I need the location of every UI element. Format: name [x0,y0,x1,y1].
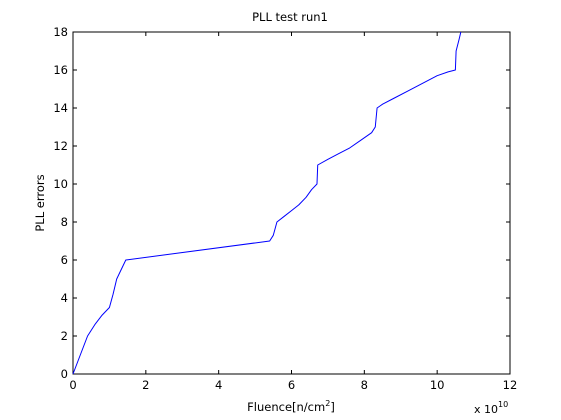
x-axis-tick-labels: 0 2 4 6 8 10 12 [69,378,517,392]
plot-area [72,31,511,375]
y-tick-label: 16 [53,63,68,77]
x-tick-label: 4 [215,378,222,392]
y-tick-label: 14 [53,101,68,115]
x-axis-multiplier: x 1010 [474,400,508,416]
y-tick-label: 2 [61,329,68,343]
x-tick-label: 2 [142,378,149,392]
series-layer [72,31,462,375]
y-tick-label: 12 [53,139,68,153]
x-axis-multiplier-base: x 10 [474,403,498,416]
y-axis-label: PLL errors [33,174,47,231]
y-axis-ticks [73,31,510,375]
x-axis-label-text: Fluence[n/cm [247,400,325,414]
x-tick-label: 12 [503,378,518,392]
x-tick-label: 6 [288,378,295,392]
x-tick-label: 10 [430,378,445,392]
x-axis-ticks [72,32,511,374]
x-axis-multiplier-exponent: 10 [498,400,508,409]
y-axis-tick-labels: 0 2 4 6 8 10 12 14 16 18 [53,25,68,381]
x-tick-label: 0 [69,378,76,392]
series-line [72,31,462,375]
y-tick-label: 0 [61,367,68,381]
x-axis-label: Fluence[n/cm2] [247,399,335,414]
x-tick-label: 8 [361,378,368,392]
y-tick-label: 10 [53,177,68,191]
y-tick-label: 8 [61,215,68,229]
y-tick-label: 18 [53,25,68,39]
y-tick-label: 6 [61,253,68,267]
y-tick-label: 4 [61,291,68,305]
x-axis-label-superscript: 2 [325,399,330,408]
chart-title: PLL test run1 [252,10,328,24]
x-axis-label-suffix: ] [330,400,335,414]
